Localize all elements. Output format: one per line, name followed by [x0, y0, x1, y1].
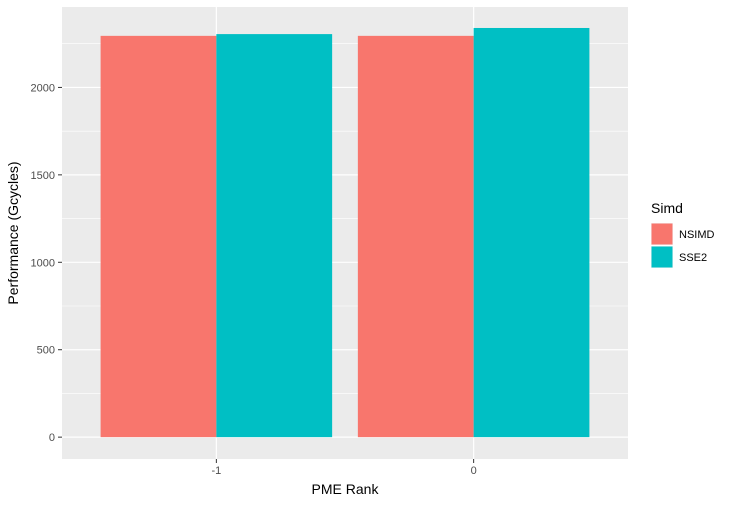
legend-swatch [651, 246, 673, 268]
y-tick-label: 1000 [31, 257, 55, 269]
bar [357, 35, 474, 438]
bar [473, 27, 590, 438]
x-axis: -1 0 [211, 459, 477, 477]
bar [100, 35, 217, 438]
legend-items: NSIMD SSE2 [651, 223, 715, 268]
y-tick-label: 0 [49, 432, 55, 444]
bar [216, 34, 333, 438]
legend-swatch [651, 223, 673, 245]
legend: Simd NSIMD SSE2 [651, 200, 715, 268]
legend-title: Simd [651, 200, 683, 216]
legend-label: SSE2 [679, 252, 707, 264]
x-tick-label: -1 [211, 465, 221, 477]
y-axis: 0 500 1000 1500 2000 [31, 82, 62, 444]
bars-layer [100, 27, 590, 438]
y-tick-label: 2000 [31, 82, 55, 94]
y-tick-label: 500 [37, 345, 55, 357]
x-axis-title: PME Rank [312, 481, 380, 497]
y-axis-title: Performance (Gcycles) [5, 161, 21, 304]
legend-label: NSIMD [679, 229, 715, 241]
y-tick-label: 1500 [31, 170, 55, 182]
x-tick-label: 0 [471, 465, 477, 477]
